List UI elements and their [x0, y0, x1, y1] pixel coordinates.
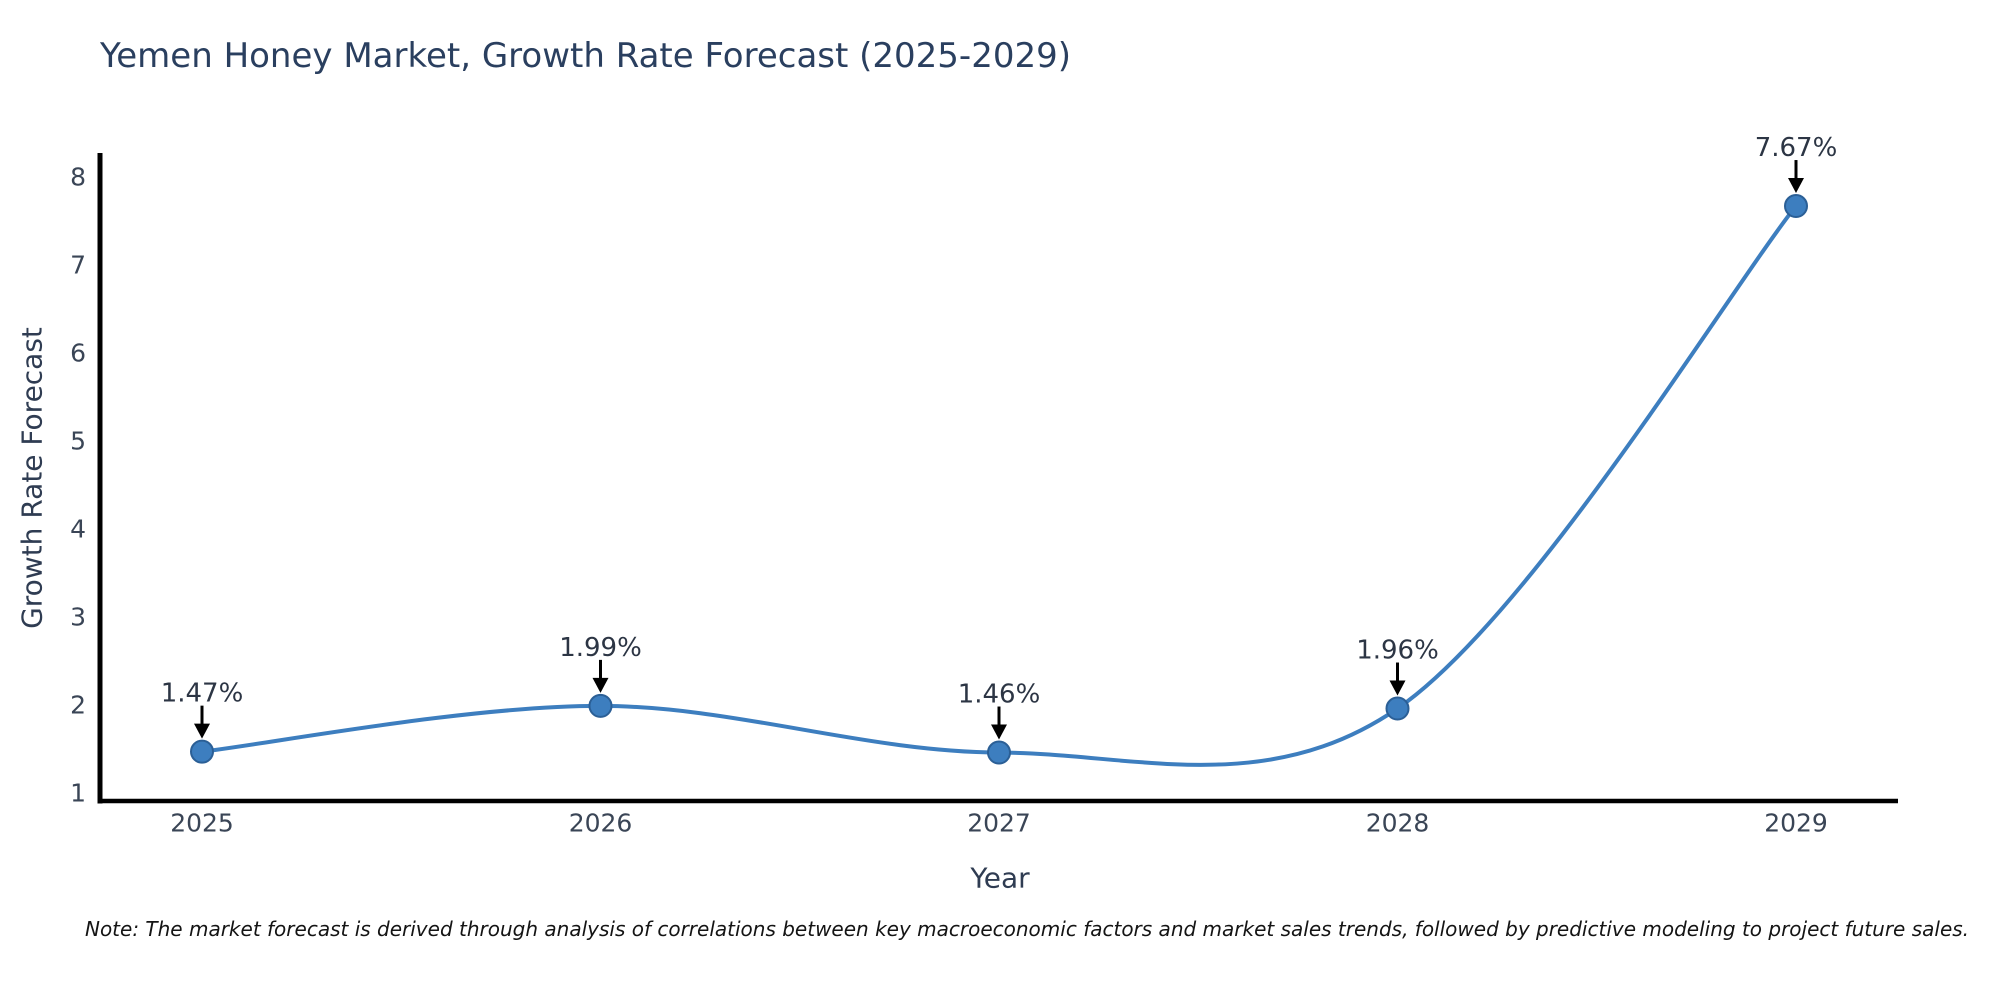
annotation-arrow-head — [1389, 680, 1406, 696]
annotation-arrow-head — [592, 677, 609, 693]
annotation-arrow-head — [1788, 178, 1804, 194]
data-point-marker — [1385, 696, 1410, 721]
data-point-marker — [1784, 194, 1808, 219]
x-tick-label: 2027 — [967, 809, 1031, 838]
data-point-marker — [190, 739, 214, 764]
y-tick-label: 1 — [70, 779, 86, 808]
data-point-marker — [987, 740, 1011, 765]
annotation-arrow-head — [194, 723, 210, 739]
x-tick-label: 2029 — [1764, 809, 1828, 838]
y-tick-label: 4 — [70, 515, 86, 544]
data-point-label: 1.96% — [1356, 636, 1439, 666]
data-point-label: 1.47% — [161, 679, 244, 709]
y-tick-label: 7 — [70, 251, 86, 280]
x-axis-label: Year — [970, 861, 1030, 895]
data-point-marker — [588, 693, 613, 718]
chart-title: Yemen Honey Market, Growth Rate Forecast… — [100, 36, 1071, 76]
x-tick-label: 2028 — [1366, 809, 1430, 838]
data-point-label: 1.46% — [958, 680, 1041, 710]
footnote: Note: The market forecast is derived thr… — [84, 917, 1970, 941]
x-tick-label: 2025 — [170, 809, 234, 838]
annotation-arrow-head — [991, 724, 1007, 740]
y-tick-label: 2 — [70, 691, 86, 720]
y-tick-label: 6 — [70, 339, 86, 368]
forecast-line — [200, 204, 1798, 767]
y-tick-label: 3 — [70, 603, 86, 632]
data-point-label: 7.67% — [1755, 133, 1838, 163]
data-point-label: 1.99% — [559, 633, 642, 663]
x-tick-label: 2026 — [569, 809, 633, 838]
y-tick-label: 8 — [70, 163, 86, 192]
y-tick-label: 5 — [70, 427, 86, 456]
